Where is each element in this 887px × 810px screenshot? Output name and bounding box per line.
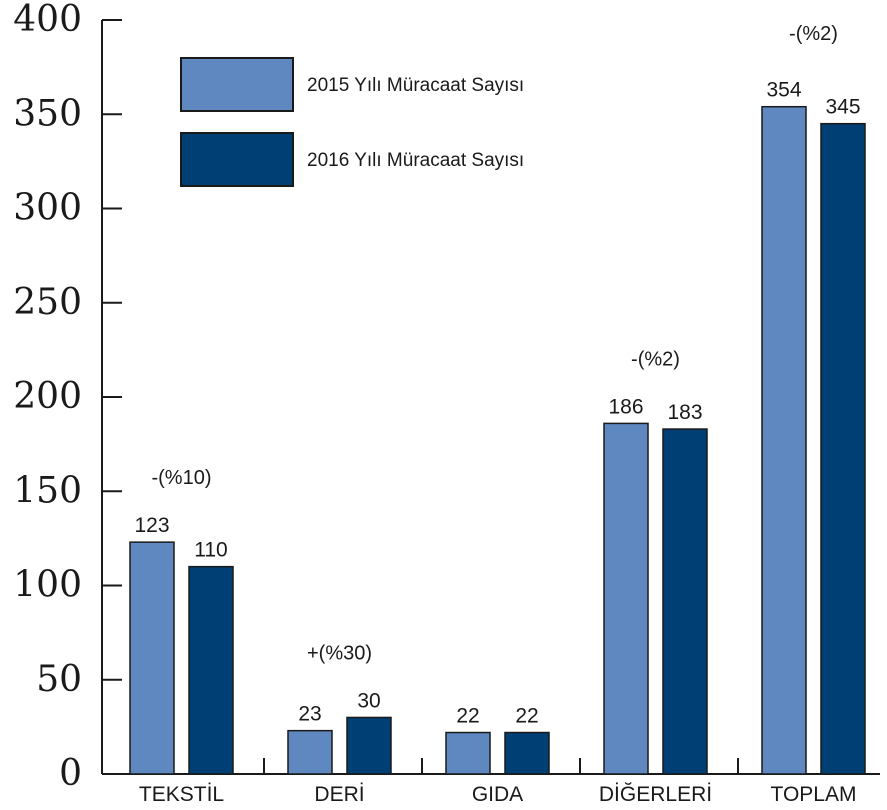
change-annotation: -(%10) xyxy=(151,467,211,489)
value-label: 30 xyxy=(357,689,380,712)
y-tick-label: 50 xyxy=(36,659,82,700)
y-tick-label: 400 xyxy=(13,0,82,40)
x-category-label: DERİ xyxy=(314,783,364,806)
value-label: 354 xyxy=(766,79,801,102)
x-category-label: TEKSTİL xyxy=(139,783,224,806)
value-label: 186 xyxy=(608,395,643,418)
value-label: 345 xyxy=(825,96,860,119)
bar-2016 xyxy=(346,716,392,775)
bar-2015 xyxy=(603,422,649,775)
change-annotation: -(%2) xyxy=(631,348,680,370)
y-tick-label: 200 xyxy=(13,376,82,417)
value-label: 110 xyxy=(194,539,227,562)
bar-2016 xyxy=(662,428,708,775)
legend-swatch-2015 xyxy=(180,57,294,112)
value-label: 123 xyxy=(134,514,169,537)
x-axis-ticks: TEKSTİL DERİ GIDA DİĞERLERİ TOPLAM xyxy=(139,758,857,806)
change-annotation: +(%30) xyxy=(307,642,372,664)
value-label: 22 xyxy=(456,705,479,728)
legend: 2015 Yılı Müracaat Sayısı 2016 Yılı Mürac… xyxy=(180,57,524,187)
legend-label: 2016 Yılı Müracaat Sayısı xyxy=(307,150,524,171)
bar-2016 xyxy=(188,565,234,775)
legend-label: 2015 Yılı Müracaat Sayısı xyxy=(307,75,524,96)
legend-swatch-2016 xyxy=(180,132,294,187)
change-annotation: -(%2) xyxy=(789,23,838,45)
bar-series xyxy=(129,105,866,775)
y-tick-label: 0 xyxy=(59,753,82,794)
y-tick-label: 150 xyxy=(13,470,82,511)
y-tick-label: 100 xyxy=(13,565,82,606)
x-category-label: GIDA xyxy=(472,783,523,806)
y-tick-label: 350 xyxy=(13,93,82,134)
change-annotations: -(%10) +(%30) -(%2) -(%2) xyxy=(151,23,837,664)
value-label: 23 xyxy=(298,703,321,726)
x-category-label: DİĞERLERİ xyxy=(599,783,712,806)
bar-2016 xyxy=(504,731,550,775)
value-label: 183 xyxy=(667,401,702,424)
bar-2016 xyxy=(820,122,866,775)
y-tick-label: 300 xyxy=(13,188,82,229)
bar-2015 xyxy=(129,541,175,775)
bar-2015 xyxy=(287,729,333,775)
y-axis-ticks: 0 50 100 150 200 250 300 350 400 xyxy=(13,0,122,794)
x-category-label: TOPLAM xyxy=(771,783,857,806)
bar-2015 xyxy=(445,731,491,775)
y-tick-label: 250 xyxy=(13,282,82,323)
bar-2015 xyxy=(761,105,807,775)
value-label: 22 xyxy=(515,705,538,728)
value-labels: 123 110 23 30 22 22 186 183 354 345 xyxy=(134,79,860,728)
